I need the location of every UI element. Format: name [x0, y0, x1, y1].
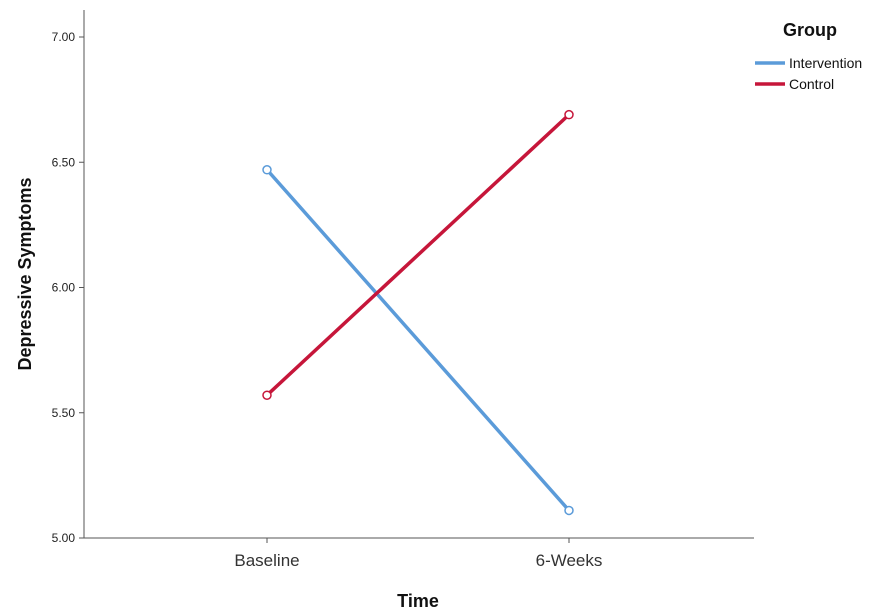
y-ticks: 5.00 5.50 6.00 6.50 7.00	[52, 30, 84, 545]
x-ticks: Baseline 6-Weeks	[234, 538, 602, 570]
y-tick-label: 6.00	[52, 281, 76, 295]
x-tick-label: Baseline	[234, 551, 299, 570]
y-tick-label: 5.00	[52, 531, 76, 545]
legend-label-intervention: Intervention	[789, 55, 862, 71]
legend-title: Group	[783, 20, 837, 40]
y-tick-label: 5.50	[52, 406, 76, 420]
data-point-control	[262, 390, 272, 400]
series-line-control	[265, 112, 571, 397]
legend: Group Intervention Control	[755, 20, 862, 92]
x-tick-label: 6-Weeks	[536, 551, 603, 570]
data-point-intervention	[564, 505, 574, 516]
y-tick-label: 6.50	[52, 155, 76, 169]
axes	[83, 10, 754, 539]
data-point-intervention	[262, 165, 272, 175]
data-point-control	[564, 109, 574, 120]
y-tick-label: 7.00	[52, 30, 76, 44]
series-layer	[262, 109, 574, 516]
y-axis-title: Depressive Symptoms	[15, 177, 35, 370]
series-line-intervention	[265, 168, 571, 513]
x-axis-title: Time	[397, 591, 439, 611]
legend-label-control: Control	[789, 76, 834, 92]
